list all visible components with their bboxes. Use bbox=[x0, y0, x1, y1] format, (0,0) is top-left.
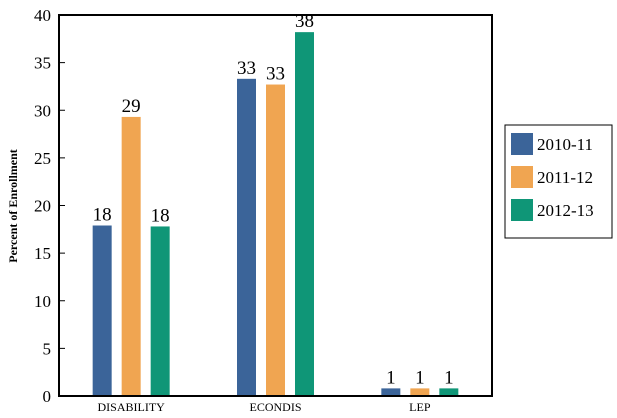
bar-2011-12-LEP bbox=[410, 388, 430, 396]
bar-2012-13-ECONDIS bbox=[295, 32, 314, 397]
data-label: 18 bbox=[93, 205, 112, 226]
legend-swatch bbox=[511, 199, 533, 221]
legend-swatch bbox=[511, 133, 533, 155]
bars bbox=[92, 32, 459, 397]
legend-label: 2010-11 bbox=[537, 135, 593, 154]
y-tick-label: 30 bbox=[34, 101, 51, 120]
data-label: 18 bbox=[151, 205, 170, 226]
category-label: DISABILITY bbox=[98, 400, 166, 414]
y-axis-label: Percent of Enrollment bbox=[6, 149, 20, 263]
bar-2012-13-DISABILITY bbox=[150, 226, 170, 396]
data-label: 33 bbox=[266, 64, 285, 85]
data-label: 38 bbox=[295, 11, 314, 32]
bar-2011-12-DISABILITY bbox=[121, 116, 141, 396]
plot-frame bbox=[58, 14, 493, 397]
bar-2010-11-DISABILITY bbox=[92, 225, 112, 396]
category-label: ECONDIS bbox=[249, 400, 301, 414]
bar-2010-11-ECONDIS bbox=[237, 78, 256, 396]
bar-2011-12-ECONDIS bbox=[266, 84, 285, 396]
legend-swatch bbox=[511, 166, 533, 188]
data-label: 1 bbox=[444, 367, 454, 388]
data-label: 1 bbox=[415, 367, 425, 388]
category-label: LEP bbox=[409, 400, 431, 414]
x-axis: DISABILITY ECONDIS LEP bbox=[98, 400, 431, 414]
y-tick-label: 20 bbox=[34, 197, 51, 216]
legend-label: 2011-12 bbox=[537, 168, 593, 187]
y-tick-label: 0 bbox=[43, 387, 52, 406]
y-tick-label: 5 bbox=[43, 339, 52, 358]
legend: 2010-11 2011-12 2012-13 bbox=[504, 124, 613, 239]
y-axis: 0 5 10 15 20 25 30 35 40 bbox=[34, 6, 65, 406]
legend-label: 2012-13 bbox=[537, 201, 594, 220]
bar-2010-11-LEP bbox=[381, 388, 401, 396]
data-label: 1 bbox=[386, 367, 396, 388]
y-tick-label: 25 bbox=[34, 149, 51, 168]
data-label: 29 bbox=[122, 96, 141, 117]
y-tick-label: 40 bbox=[34, 6, 51, 25]
data-label: 33 bbox=[237, 58, 256, 79]
y-tick-label: 35 bbox=[34, 54, 51, 73]
y-tick-label: 10 bbox=[34, 292, 51, 311]
y-tick-label: 15 bbox=[34, 244, 51, 263]
legend-frame bbox=[504, 124, 613, 239]
bar-2012-13-LEP bbox=[439, 388, 459, 396]
